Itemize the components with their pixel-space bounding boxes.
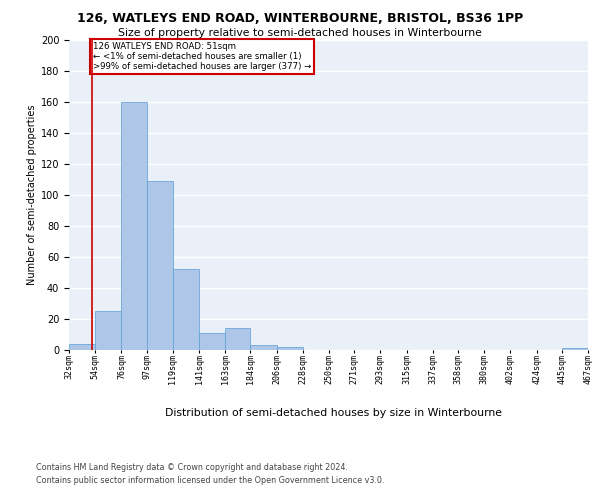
Bar bbox=[121, 102, 146, 350]
Bar bbox=[562, 348, 588, 350]
Bar bbox=[95, 311, 121, 350]
Bar bbox=[199, 333, 225, 350]
Y-axis label: Number of semi-detached properties: Number of semi-detached properties bbox=[26, 105, 37, 285]
Text: 126 WATLEYS END ROAD: 51sqm
← <1% of semi-detached houses are smaller (1)
>99% o: 126 WATLEYS END ROAD: 51sqm ← <1% of sem… bbox=[93, 42, 311, 72]
Text: Size of property relative to semi-detached houses in Winterbourne: Size of property relative to semi-detach… bbox=[118, 28, 482, 38]
Bar bbox=[146, 181, 173, 350]
Bar bbox=[173, 270, 199, 350]
Bar bbox=[225, 328, 250, 350]
Text: 126, WATLEYS END ROAD, WINTERBOURNE, BRISTOL, BS36 1PP: 126, WATLEYS END ROAD, WINTERBOURNE, BRI… bbox=[77, 12, 523, 26]
Bar bbox=[69, 344, 95, 350]
Text: Distribution of semi-detached houses by size in Winterbourne: Distribution of semi-detached houses by … bbox=[164, 408, 502, 418]
Bar bbox=[277, 347, 303, 350]
Text: Contains HM Land Registry data © Crown copyright and database right 2024.: Contains HM Land Registry data © Crown c… bbox=[36, 462, 348, 471]
Bar bbox=[250, 346, 277, 350]
Text: Contains public sector information licensed under the Open Government Licence v3: Contains public sector information licen… bbox=[36, 476, 385, 485]
